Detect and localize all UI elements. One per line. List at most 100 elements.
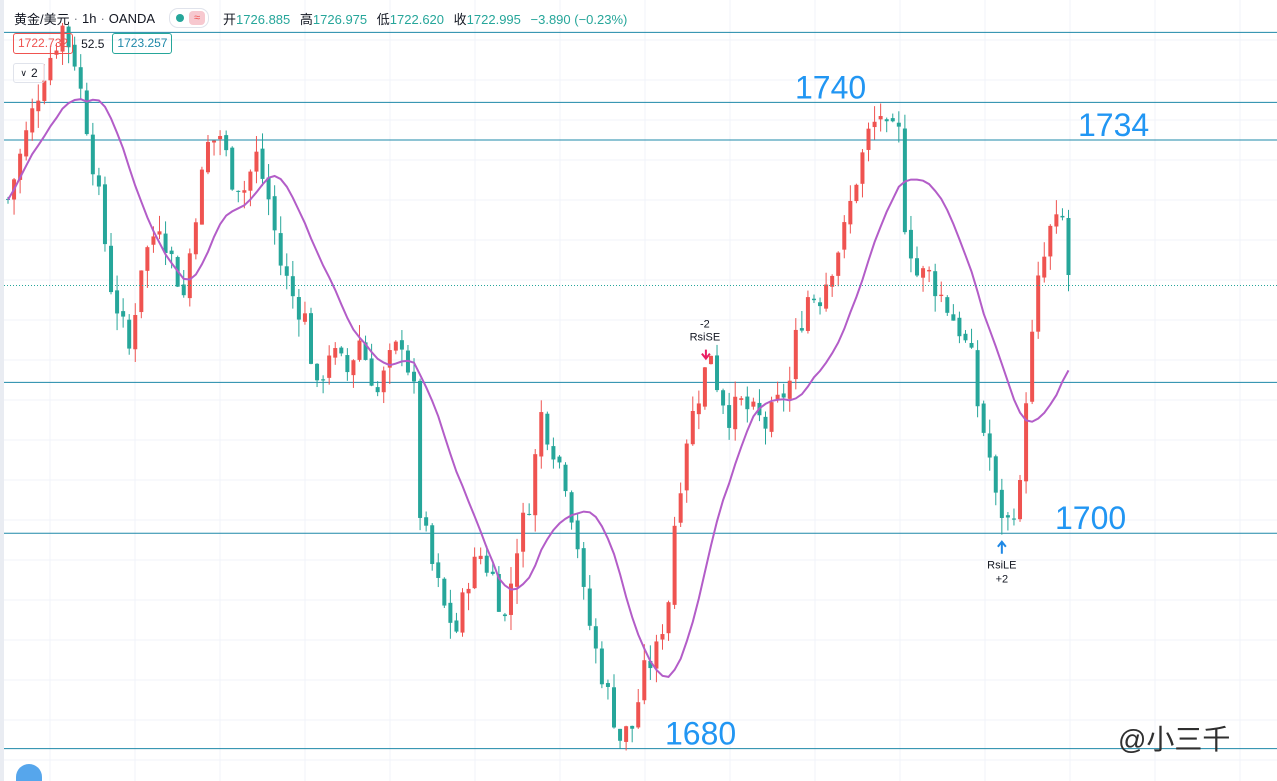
wave-icon: ≈ [189,11,206,25]
candle-body [775,394,780,400]
candle-body [618,728,623,741]
candle-body [981,403,986,433]
signal-qty: -2 [700,319,710,331]
broker: OANDA [108,10,156,26]
left-edge [0,0,4,781]
candle-body [1066,217,1071,276]
candle-body [236,190,241,192]
signal-qty: +2 [996,574,1009,586]
candle-body [412,371,417,382]
candle-body [708,355,713,365]
candle-body [521,512,526,552]
candle-body [921,268,926,278]
candle-body [181,284,186,296]
candle-body [321,379,326,381]
candle-body [54,50,59,55]
candle-body [1048,225,1053,257]
candle-body [648,660,653,669]
candle-body [266,177,271,200]
candle-body [551,446,556,460]
candle-body [102,184,107,245]
level-label: 1680 [665,716,736,752]
candle-body [78,67,83,89]
candle-body [581,548,586,587]
candle-body [351,360,356,376]
candle-body [612,687,616,728]
candle-body [127,319,132,349]
candle-body [442,578,447,606]
candle-body [605,683,610,687]
change-value: −3.890 (−0.23%) [530,11,628,27]
candle-body [1030,331,1035,402]
candle-body [448,602,453,623]
candle-body [1011,518,1016,520]
candle-body [418,380,423,518]
candle-body [927,269,932,272]
interval[interactable]: 1h [81,10,97,26]
candle-body [490,571,495,574]
candle-body [533,454,538,516]
chevron-down-icon: ∨ [20,67,27,78]
candle-body [957,317,962,337]
candle-body [527,513,532,515]
candle-body [375,387,380,393]
tradingview-logo-icon[interactable] [16,764,42,781]
candle-body [436,562,441,578]
candle-body [430,525,435,564]
candle-body [48,57,53,81]
candle-body [393,341,398,351]
watermark: @小三千 [1118,724,1231,755]
level-label: 1740 [795,69,866,105]
candle-body [575,520,580,550]
candle-body [678,493,683,523]
candle-body [60,25,65,52]
candle-body [563,464,568,492]
candle-body [599,648,604,685]
candle-body [793,329,798,380]
collapse-indicators-button[interactable]: ∨ 2 [13,63,45,83]
candle-body [672,525,677,605]
candle-body [702,367,707,407]
candle-body [248,171,253,191]
candle-body [999,489,1004,518]
candle-body [399,340,404,350]
candle-body [848,200,853,225]
candle-body [424,517,429,526]
candle-body [593,626,598,649]
candle-body [660,634,665,640]
candle-body [333,348,338,358]
candle-body [1060,215,1065,218]
candle-body [751,401,756,407]
candle-body [715,355,720,391]
ask-button[interactable]: 1723.257 [112,33,173,54]
candle-body [18,153,23,180]
bid-button[interactable]: 1722.732 [13,33,74,54]
candle-body [654,641,659,669]
candle-body [884,119,889,122]
candle-body [860,152,865,184]
candle-body [381,370,386,393]
horizontal-levels [4,31,1277,750]
candle-body [805,297,810,331]
candle-body [199,169,204,225]
candle-body [496,573,501,612]
candle-body [781,393,786,398]
candle-body [478,555,483,559]
candle-body [133,314,138,350]
candlestick-series [6,22,1071,751]
status-indicators[interactable]: ≈ [169,8,210,28]
symbol-name[interactable]: 黄金/美元 [14,11,70,27]
candle-body [739,398,744,400]
candle-body [799,328,804,331]
candle-body [908,229,913,259]
open-value: 1726.885 [236,11,291,27]
candle-body [472,556,477,589]
candle-body [569,492,574,523]
candle-body [515,553,520,587]
candle-body [460,592,465,633]
candle-body [187,253,192,299]
candle-body [454,620,459,632]
candle-body [157,231,162,235]
candle-body [84,90,89,135]
